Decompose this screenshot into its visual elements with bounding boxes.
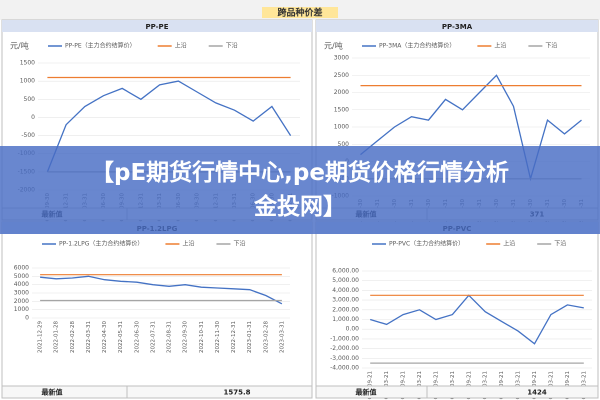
x-tick-label: 2022-09-30 <box>183 321 189 353</box>
chart-title: PP-3MA <box>442 23 473 31</box>
legend-label: 下沿 <box>233 240 245 248</box>
banner-text: 【pE期货行情中心,pe期货价格行情分析金投网】 <box>91 160 509 220</box>
footer-label: 最新值 <box>42 388 63 397</box>
y-tick-label: 2,000.00 <box>332 306 359 313</box>
x-tick-label: 2022-12-31 <box>231 321 237 353</box>
y-tick-label: 1000 <box>14 306 29 313</box>
y-tick-label: 1500 <box>20 60 35 67</box>
y-tick-label: -1,000.00 <box>330 335 359 342</box>
footer-label: 最新值 <box>356 388 377 397</box>
series-line <box>370 294 584 345</box>
header-title: 跨品种价差 <box>277 7 322 19</box>
x-tick-label: 2022-04-30 <box>102 321 108 353</box>
y-tick-label: 3000 <box>14 290 29 297</box>
series-line <box>360 74 582 182</box>
legend-label: PP-3MA（主力合约结算价） <box>379 42 455 50</box>
x-tick-label: 2022-08-31 <box>167 321 173 353</box>
x-tick-label: 2022-11-30 <box>215 321 221 353</box>
footer-value: 1424 <box>527 389 547 397</box>
x-tick-label: 2022-06-30 <box>134 321 140 353</box>
legend-label: 下沿 <box>545 42 557 50</box>
banner: 【pE期货行情中心,pe期货价格行情分析金投网】 <box>0 146 600 234</box>
y-tick-label: 500 <box>24 96 36 103</box>
footer-value: 1575.8 <box>223 389 250 397</box>
title-bar <box>316 20 598 32</box>
header-highlight <box>262 7 338 18</box>
y-tick-label: 1500 <box>334 106 349 113</box>
y-tick-label: 3,000.00 <box>332 297 359 304</box>
legend-label: 上沿 <box>175 42 187 50</box>
y-tick-label: 1,000.00 <box>332 316 359 323</box>
y-tick-label: 6000 <box>14 265 29 272</box>
x-tick-label: 2022-01-28 <box>54 321 60 353</box>
legend-label: 上沿 <box>182 240 194 248</box>
y-tick-label: 4,000.00 <box>332 287 359 294</box>
y-tick-label: 0 <box>31 114 35 121</box>
y-tick-label: -3,000.00 <box>330 355 359 362</box>
y-tick-label: 1000 <box>20 78 35 85</box>
title-bar <box>2 20 312 32</box>
x-tick-label: 2022-02-28 <box>70 321 76 353</box>
y-tick-label: 2500 <box>334 72 349 79</box>
x-tick-label: 2023-03-31 <box>279 321 285 353</box>
y-tick-label: -4,000.00 <box>330 365 359 372</box>
series-line <box>40 275 283 305</box>
legend-label: PP-PE（主力合约结算价） <box>65 42 136 50</box>
y-axis-label: 元/吨 <box>324 41 343 51</box>
series-line <box>46 80 292 173</box>
x-tick-label: 2021-12-29 <box>38 321 44 353</box>
x-tick-label: 2022-03-31 <box>86 321 92 353</box>
y-tick-label: 2000 <box>14 298 29 305</box>
y-tick-label: 5000 <box>14 273 29 280</box>
x-tick-label: 2022-07-31 <box>150 321 156 353</box>
legend-label: 下沿 <box>554 240 566 248</box>
y-tick-label: 3000 <box>334 55 349 62</box>
legend-label: PP-PVC（主力合约结算价） <box>389 240 464 248</box>
y-tick-label: 4000 <box>14 281 29 288</box>
y-tick-label: 0.00 <box>346 326 360 333</box>
y-tick-label: -2,000.00 <box>330 345 359 352</box>
y-tick-label: 2000 <box>334 89 349 96</box>
footer-row <box>315 385 599 399</box>
panel <box>1 221 313 399</box>
y-tick-label: 5,000.00 <box>332 277 359 284</box>
y-axis-label: 元/吨 <box>10 41 29 51</box>
y-tick-label: -500 <box>21 132 35 139</box>
chart-title: PP-PE <box>146 23 169 31</box>
legend-label: PP-1.2LPG（主力合约结算价） <box>59 240 143 248</box>
legend-label: 上沿 <box>503 240 515 248</box>
footer-row <box>1 385 313 399</box>
legend-label: 下沿 <box>226 42 238 50</box>
x-tick-label: 2022-10-31 <box>199 321 205 353</box>
x-tick-label: 2022-05-31 <box>118 321 124 353</box>
x-tick-label: 2023-01-31 <box>247 321 253 353</box>
legend-label: 上沿 <box>494 42 506 50</box>
y-tick-label: 6,000.00 <box>332 268 359 275</box>
x-tick-label: 2023-02-28 <box>263 321 269 353</box>
y-tick-label: 500 <box>338 141 350 148</box>
y-tick-label: 1000 <box>334 124 349 131</box>
y-tick-label: 0 <box>25 315 29 322</box>
